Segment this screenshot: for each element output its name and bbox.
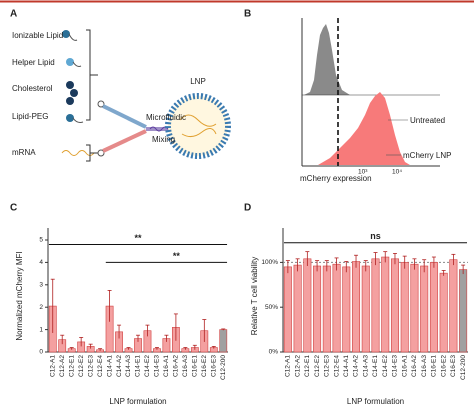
component-label: mRNA [12,148,36,157]
bar [381,256,390,353]
product-label: LNP [190,77,206,86]
x-tick-label: C12-200 [460,355,467,380]
bar [322,265,331,353]
x-tick-label: 10⁴ [392,169,402,176]
bar [390,258,399,353]
x-tick-label: C14-E1 [135,355,142,377]
histogram [301,18,440,167]
x-axis-label: LNP formulation [109,397,166,406]
x-tick-label: C16-E3 [450,355,457,377]
bar [361,265,370,353]
x-tick-label: 10³ [358,169,368,176]
y-tick-label: 0 [39,349,43,356]
x-tick-label: C14-E3 [392,355,399,377]
component-label: Lipid-PEG [12,112,48,121]
x-tick-label: C14-A2 [116,355,123,377]
process-label: Mixing [152,135,175,144]
bar [459,269,468,353]
y-axis-label: Normalized mCherry MFI [15,251,24,340]
x-tick-label: C12-A1 [285,355,292,377]
bar [283,266,292,353]
x-tick-label: C14-E2 [144,355,151,377]
bar [219,329,228,353]
x-tick-label: C14-E2 [382,355,389,377]
bar [410,263,419,353]
y-tick-label: 100% [261,259,278,266]
y-tick-label: 0% [269,349,279,356]
x-tick-label: C12-A2 [59,355,66,377]
bar [400,262,409,353]
bar [429,262,438,353]
x-tick-label: C16-E1 [431,355,438,377]
x-tick-label: C12-E1 [304,355,311,377]
process-label: Microfluidic [146,113,186,122]
significance-label: ns [370,231,381,241]
schematic [61,29,231,162]
x-tick-label: C14-A1 [343,355,350,377]
x-tick-label: C16-E2 [440,355,447,377]
x-axis-label: LNP formulation [347,397,404,406]
bar [313,265,322,353]
y-tick-label: 1 [39,326,43,333]
bar [332,263,341,353]
panel-letter: C [10,203,17,214]
bar [352,261,361,353]
significance-label: ** [134,233,142,243]
x-tick-label: C16-A2 [173,355,180,377]
bar [420,265,429,353]
x-tick-label: C16-A3 [421,355,428,377]
x-tick-label: C14-A1 [106,355,113,377]
y-tick-label: 2 [39,304,43,311]
x-tick-label: C12-E3 [324,355,331,377]
bar [371,258,380,353]
x-tick-label: C14-A2 [353,355,360,377]
x-tick-label: C16-E3 [211,355,218,377]
x-tick-label: C16-E2 [201,355,208,377]
panel-letter: B [244,9,251,20]
y-tick-label: 4 [39,259,43,266]
x-tick-label: C12-E4 [333,355,340,377]
bar [342,266,351,353]
x-tick-label: C14-E3 [154,355,161,377]
x-tick-label: C14-E1 [372,355,379,377]
component-label: Ionizable Lipid [12,31,63,40]
y-axis-label: Relative T cell viability [250,257,259,335]
x-tick-label: C12-E2 [314,355,321,377]
bar [439,272,448,353]
component-label: Cholesterol [12,84,53,93]
x-tick-label: C16-A1 [163,355,170,377]
series-label: mCherry LNP [403,151,451,160]
x-tick-label: C16-A3 [182,355,189,377]
series-label: Untreated [410,116,445,125]
x-tick-label: C14-A3 [362,355,369,377]
x-tick-label: C16-A1 [401,355,408,377]
x-tick-label: C12-A2 [294,355,301,377]
y-tick-label: 5 [39,237,43,244]
x-axis-label: mCherry expression [300,174,372,183]
x-tick-label: C16-A2 [411,355,418,377]
panel-letter: D [244,203,251,214]
x-tick-label: C12-E1 [68,355,75,377]
x-tick-label: C12-E4 [97,355,104,377]
x-tick-label: C16-E1 [192,355,199,377]
x-tick-label: C12-A1 [49,355,56,377]
component-label: Helper Lipid [12,58,55,67]
significance-label: ** [173,251,181,261]
bar [293,264,302,353]
y-tick-label: 50% [265,304,278,311]
x-tick-label: C12-E2 [78,355,85,377]
bar [449,259,458,353]
x-tick-label: C12-200 [220,355,227,380]
panel-letter: A [10,9,17,20]
x-tick-label: C12-E3 [87,355,94,377]
y-tick-label: 3 [39,282,43,289]
x-tick-label: C14-A3 [125,355,132,377]
bar [303,258,312,353]
